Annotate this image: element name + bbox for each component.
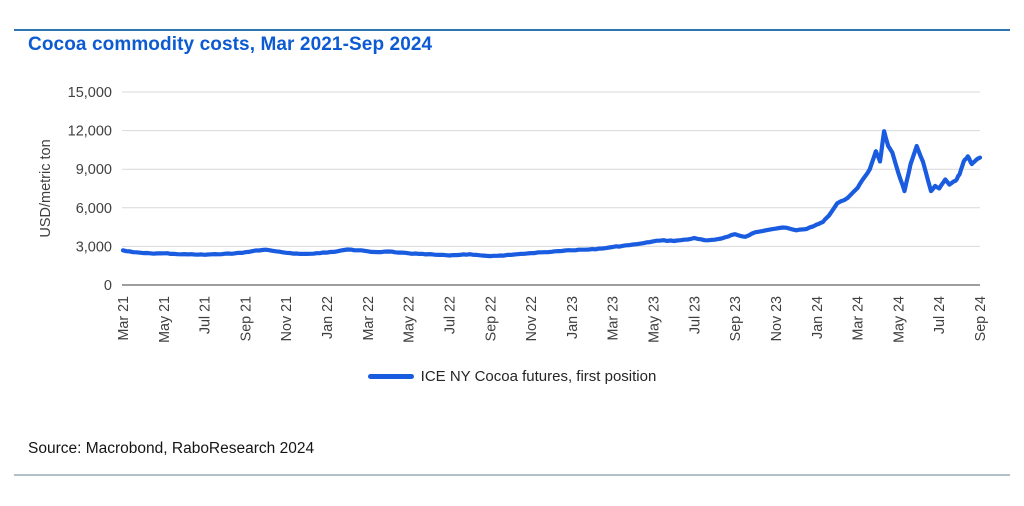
x-tick-label: Jul 24 [932, 296, 948, 334]
x-tick-label: Jul 23 [687, 296, 703, 334]
y-tick-labels: 0 3,000 6,000 9,000 12,000 15,000 [68, 85, 112, 294]
x-tick-label: Jul 22 [442, 296, 458, 334]
y-tick-label: 6,000 [76, 201, 112, 217]
x-tick-label: May 22 [402, 296, 418, 343]
x-tick-label: May 24 [891, 296, 907, 343]
x-tick-label: Mar 22 [361, 296, 377, 341]
x-tick-label: Sep 24 [973, 296, 989, 341]
x-tick-label: Jan 23 [565, 296, 581, 339]
legend: ICE NY Cocoa futures, first position [0, 368, 1024, 385]
bottom-divider [14, 474, 1010, 476]
source-note: Source: Macrobond, RaboResearch 2024 [28, 440, 315, 457]
x-tick-label: Sep 22 [483, 296, 499, 341]
x-tick-label: Mar 24 [851, 296, 867, 341]
chart-title: Cocoa commodity costs, Mar 2021-Sep 2024 [28, 34, 433, 55]
legend-label: ICE NY Cocoa futures, first position [420, 368, 657, 385]
y-tick-label: 0 [104, 278, 112, 294]
x-tick-label: May 23 [647, 296, 663, 343]
x-tick-label: Sep 21 [238, 296, 254, 341]
y-tick-label: 12,000 [68, 124, 112, 140]
y-tick-label: 3,000 [76, 239, 112, 255]
x-tick-label: May 21 [157, 296, 173, 343]
top-divider [14, 29, 1010, 31]
x-tick-label: Jan 22 [320, 296, 336, 339]
x-tick-label: Jan 24 [810, 296, 826, 339]
x-tick-label: Mar 21 [116, 296, 132, 341]
y-tick-label: 15,000 [68, 85, 112, 101]
x-tick-label: Nov 23 [769, 296, 785, 341]
x-tick-labels: Mar 21 May 21 Jul 21 Sep 21 Nov 21 Jan 22 Mar … [116, 296, 989, 343]
y-tick-label: 9,000 [76, 162, 112, 178]
x-tick-label: Mar 23 [606, 296, 622, 341]
gridlines [122, 91, 980, 286]
x-tick-label: Nov 22 [524, 296, 540, 341]
legend-line-swatch [367, 374, 414, 379]
x-tick-label: Jul 21 [198, 296, 214, 334]
x-tick-label: Sep 23 [728, 296, 744, 341]
series-line-cocoa-futures [120, 129, 983, 259]
x-tick-label: Nov 21 [279, 296, 295, 341]
